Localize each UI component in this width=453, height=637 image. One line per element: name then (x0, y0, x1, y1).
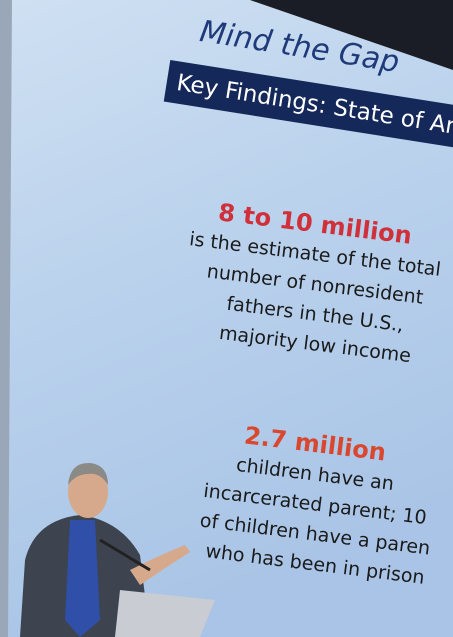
speaker-hand (130, 545, 190, 585)
microphone (99, 538, 151, 572)
banner (163, 59, 453, 155)
speaker-shirt (65, 520, 100, 637)
dark-corner (250, 0, 453, 70)
speaker (20, 462, 215, 637)
podium (115, 590, 215, 637)
speaker-hair (68, 462, 108, 485)
screen-edge (0, 0, 12, 637)
speaker-head (68, 466, 108, 518)
